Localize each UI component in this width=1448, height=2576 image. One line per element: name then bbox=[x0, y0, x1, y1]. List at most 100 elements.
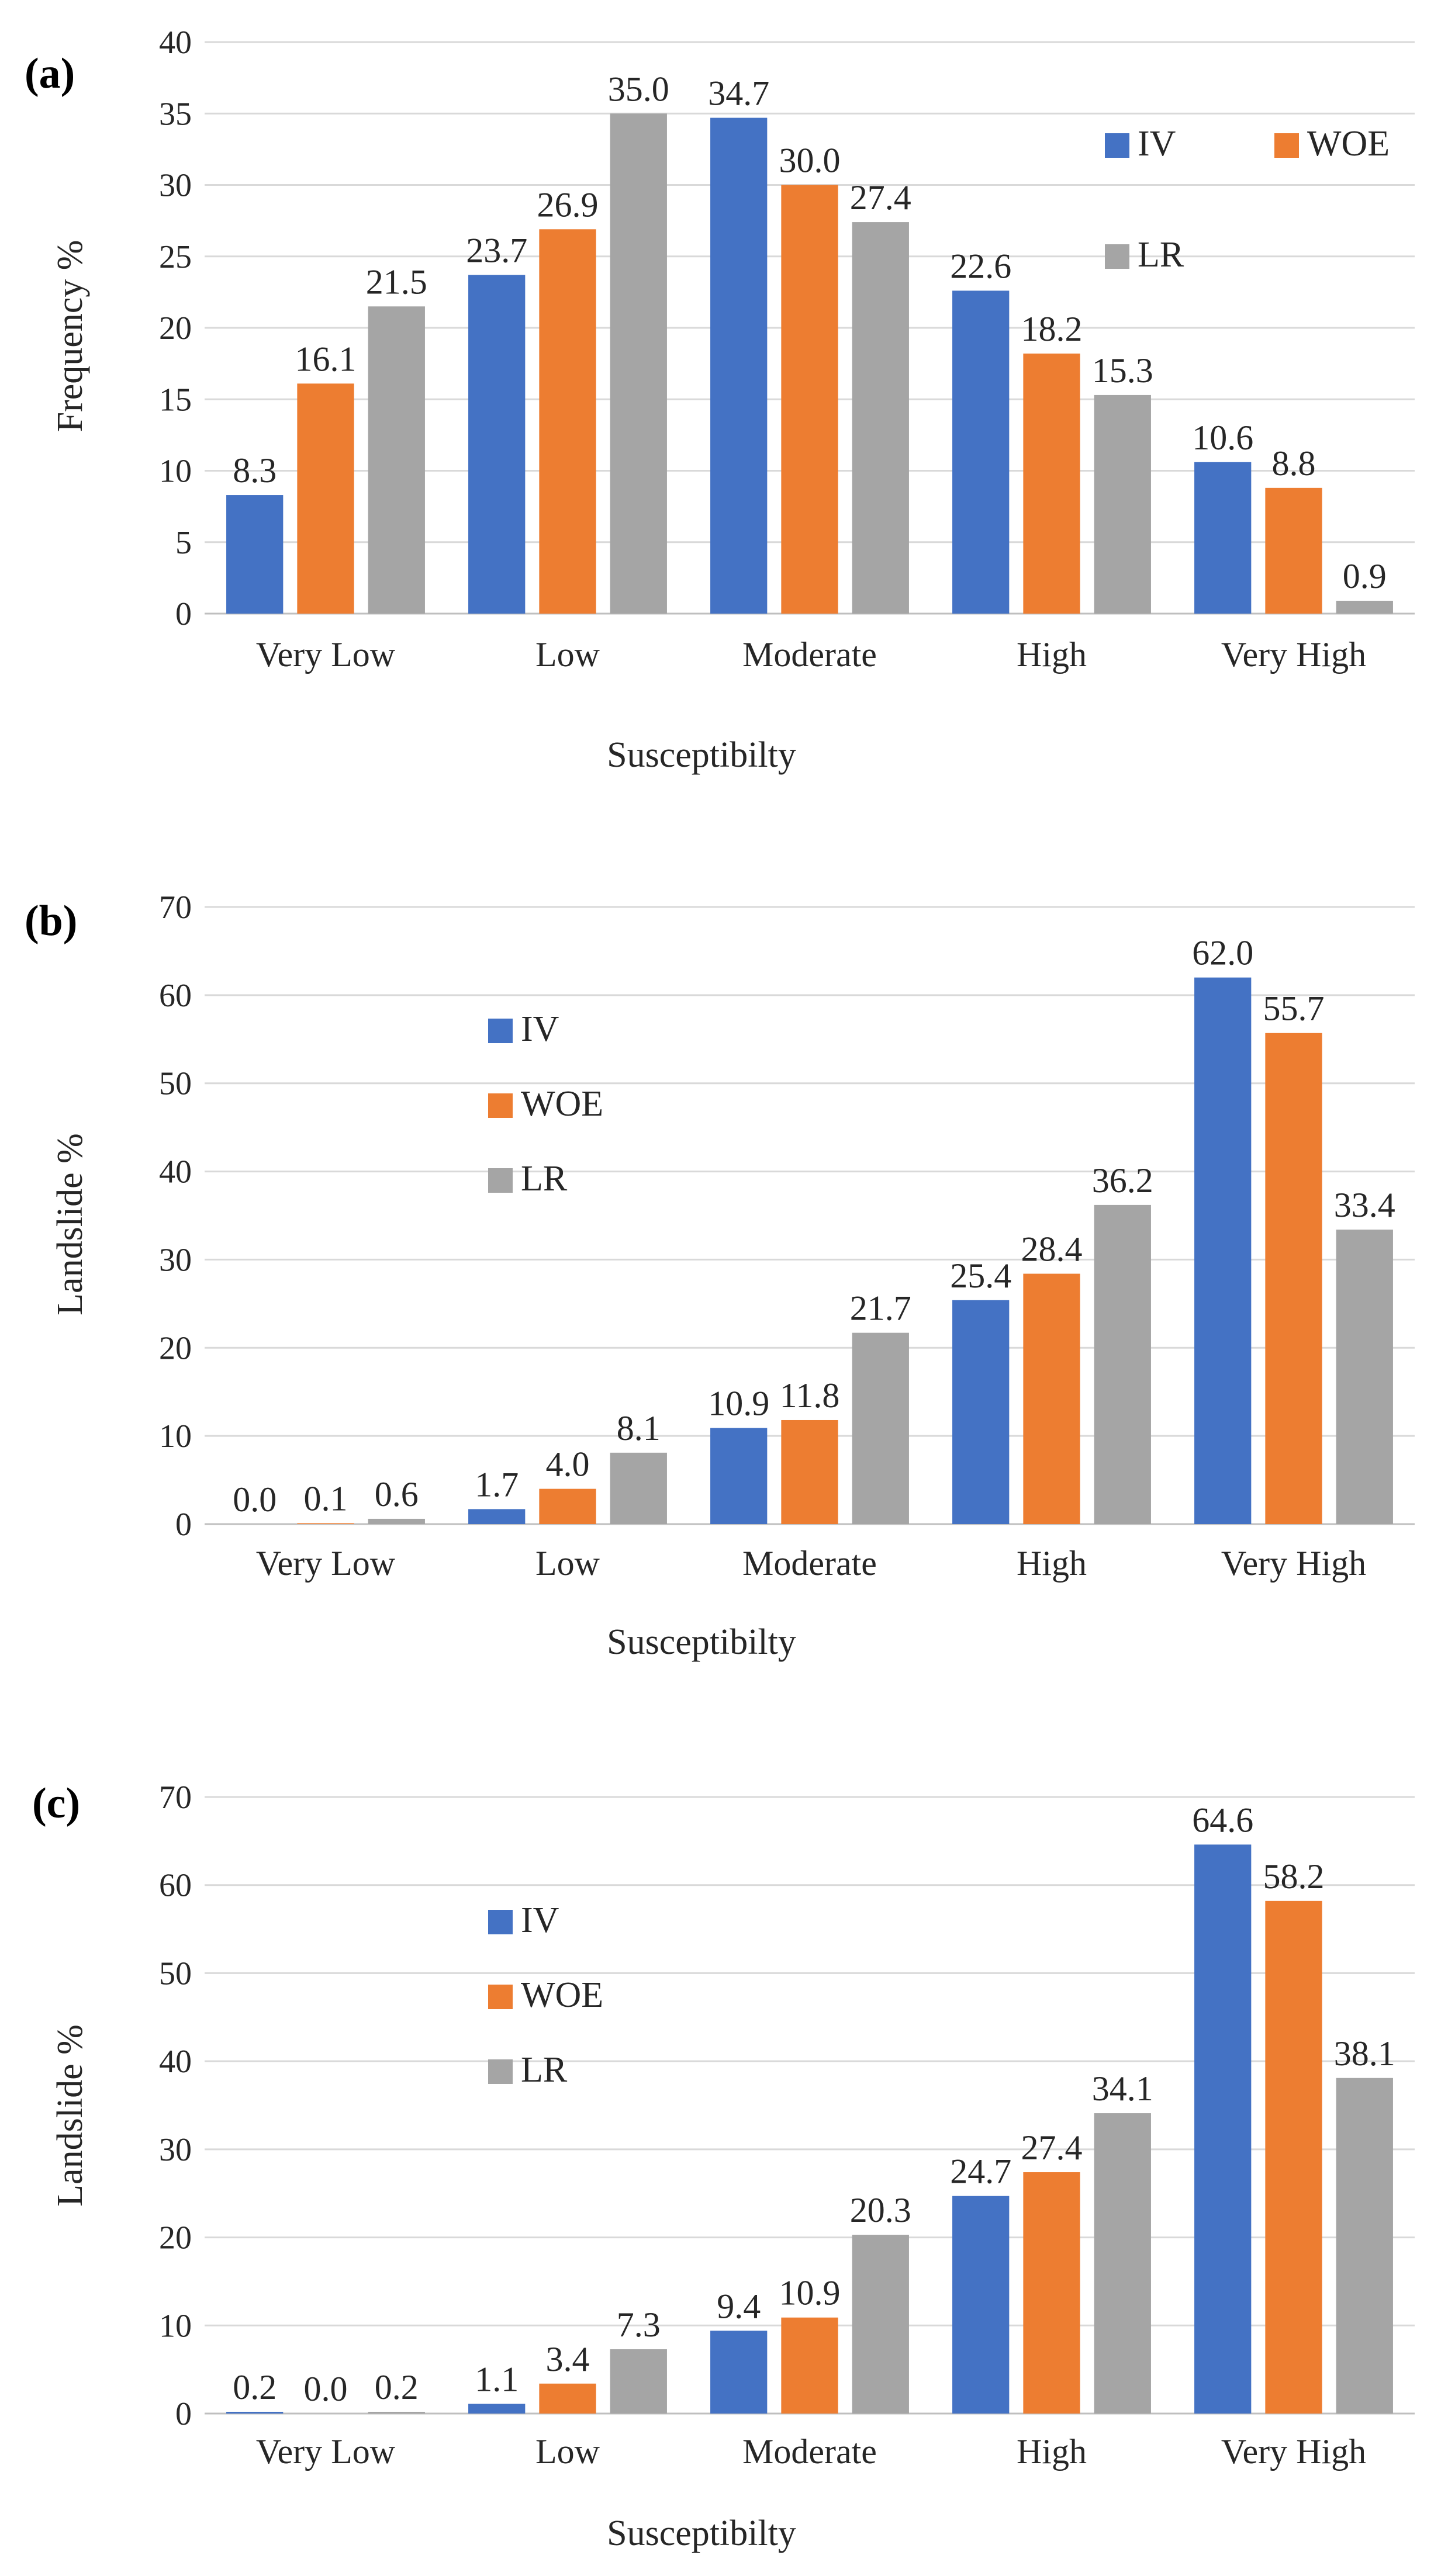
category-label: Very High bbox=[1221, 2432, 1366, 2471]
category-label: Moderate bbox=[742, 2432, 877, 2471]
bar-woe-very-low bbox=[297, 1523, 354, 1524]
x-axis-title: Susceptibilty bbox=[607, 1622, 796, 1662]
y-axis-title: Landslide % bbox=[50, 1133, 90, 1315]
y-tick-label: 20 bbox=[159, 2220, 192, 2256]
legend-swatch-lr bbox=[488, 1168, 513, 1193]
data-label-woe-very-high: 58.2 bbox=[1263, 1857, 1325, 1896]
y-axis-title: Landslide % bbox=[50, 2024, 90, 2207]
bar-iv-very-high bbox=[1194, 1844, 1252, 2414]
bar-woe-very-low bbox=[297, 383, 354, 614]
y-tick-label: 0 bbox=[175, 596, 192, 632]
bar-iv-very-low bbox=[226, 2411, 284, 2414]
y-tick-label: 15 bbox=[159, 382, 192, 418]
legend-label-iv: IV bbox=[1138, 124, 1176, 164]
y-tick-label: 0 bbox=[175, 1507, 192, 1543]
legend-swatch-iv bbox=[1105, 133, 1129, 158]
category-label: Very Low bbox=[256, 1544, 396, 1583]
data-label-lr-high: 15.3 bbox=[1092, 351, 1153, 390]
panel-label: (b) bbox=[25, 897, 77, 945]
bar-woe-moderate bbox=[781, 185, 838, 614]
data-label-woe-high: 28.4 bbox=[1021, 1230, 1083, 1269]
bar-lr-very-low bbox=[368, 1518, 425, 1524]
y-tick-label: 40 bbox=[159, 25, 192, 61]
bar-iv-moderate bbox=[710, 117, 768, 614]
category-label: High bbox=[1017, 1544, 1087, 1583]
data-label-iv-moderate: 9.4 bbox=[717, 2287, 761, 2325]
data-label-woe-high: 27.4 bbox=[1021, 2128, 1083, 2167]
bar-iv-very-high bbox=[1194, 462, 1252, 614]
data-label-woe-high: 18.2 bbox=[1021, 310, 1083, 348]
legend-swatch-woe bbox=[488, 1985, 513, 2009]
y-axis-title: Frequency % bbox=[50, 240, 90, 432]
legend: IV WOE LR bbox=[488, 1900, 603, 2090]
bar-lr-low bbox=[610, 2349, 667, 2414]
category-label: Low bbox=[535, 1544, 600, 1583]
legend-label-lr: LR bbox=[1138, 235, 1184, 275]
y-tick-label: 40 bbox=[159, 1154, 192, 1190]
data-label-iv-high: 24.7 bbox=[950, 2152, 1011, 2191]
data-label-woe-very-low: 0.1 bbox=[304, 1479, 348, 1518]
y-tick-label: 10 bbox=[159, 453, 192, 490]
bar-iv-low bbox=[468, 1509, 526, 1524]
data-label-lr-low: 7.3 bbox=[617, 2305, 661, 2344]
bar-lr-high bbox=[1094, 394, 1151, 614]
data-label-iv-high: 25.4 bbox=[950, 1256, 1011, 1295]
legend-swatch-woe bbox=[488, 1093, 513, 1118]
bar-iv-high bbox=[952, 1300, 1010, 1524]
y-tick-label: 30 bbox=[159, 2132, 192, 2168]
bar-lr-very-high bbox=[1336, 1230, 1393, 1524]
data-label-woe-very-high: 55.7 bbox=[1263, 989, 1325, 1028]
bar-woe-very-high bbox=[1265, 1033, 1322, 1524]
legend-label-lr: LR bbox=[521, 1159, 568, 1199]
y-tick-label: 20 bbox=[159, 1330, 192, 1366]
y-tick-label: 10 bbox=[159, 1418, 192, 1455]
bar-woe-moderate bbox=[781, 1419, 838, 1524]
bar-lr-moderate bbox=[852, 222, 909, 614]
bar-lr-high bbox=[1094, 1204, 1151, 1524]
legend-label-iv: IV bbox=[521, 1009, 559, 1049]
y-tick-label: 40 bbox=[159, 2044, 192, 2080]
data-label-iv-high: 22.6 bbox=[950, 247, 1011, 285]
x-axis-title: Susceptibilty bbox=[607, 735, 796, 775]
bar-iv-moderate bbox=[710, 1428, 768, 1524]
legend-swatch-woe bbox=[1274, 133, 1299, 158]
x-axis-title: Susceptibilty bbox=[607, 2513, 796, 2553]
data-label-woe-moderate: 30.0 bbox=[779, 141, 841, 180]
legend: IV WOE LR bbox=[1105, 124, 1390, 275]
y-tick-label: 50 bbox=[159, 1955, 192, 1992]
data-label-woe-moderate: 10.9 bbox=[779, 2274, 841, 2312]
legend-label-woe: WOE bbox=[521, 1084, 603, 1124]
data-label-lr-low: 8.1 bbox=[617, 1409, 661, 1448]
category-label: Very Low bbox=[256, 2432, 396, 2471]
y-tick-label: 50 bbox=[159, 1066, 192, 1102]
legend-label-lr: LR bbox=[521, 2050, 568, 2090]
panel-label: (a) bbox=[25, 50, 75, 98]
legend: IV WOE LR bbox=[488, 1009, 603, 1199]
bar-iv-moderate bbox=[710, 2331, 768, 2414]
bar-iv-low bbox=[468, 275, 526, 614]
y-tick-label: 30 bbox=[159, 1242, 192, 1278]
data-label-lr-low: 35.0 bbox=[608, 70, 669, 108]
data-label-iv-very-high: 62.0 bbox=[1192, 934, 1253, 972]
data-label-lr-very-high: 0.9 bbox=[1343, 557, 1387, 595]
legend-label-woe: WOE bbox=[1307, 124, 1390, 164]
legend-swatch-lr bbox=[488, 2059, 513, 2084]
legend-swatch-iv bbox=[488, 1019, 513, 1043]
legend-label-woe: WOE bbox=[521, 1975, 603, 2015]
data-label-lr-very-high: 33.4 bbox=[1334, 1186, 1395, 1224]
category-label: High bbox=[1017, 635, 1087, 674]
bar-woe-low bbox=[539, 2383, 596, 2414]
data-label-woe-moderate: 11.8 bbox=[780, 1376, 840, 1415]
category-label: Very Low bbox=[256, 635, 396, 674]
data-label-iv-moderate: 10.9 bbox=[708, 1384, 769, 1423]
chart-panel-b: (b) Landslide % Susceptibilty 0 10 20 30 40 5… bbox=[25, 889, 1415, 1662]
y-tick-label: 10 bbox=[159, 2308, 192, 2344]
bar-lr-very-high bbox=[1336, 600, 1393, 614]
bar-lr-very-low bbox=[368, 306, 425, 614]
category-label: High bbox=[1017, 2432, 1087, 2471]
bar-woe-low bbox=[539, 229, 596, 614]
y-tick-label: 60 bbox=[159, 1868, 192, 1904]
data-label-lr-very-low: 0.6 bbox=[375, 1475, 419, 1514]
data-label-woe-low: 26.9 bbox=[537, 185, 599, 224]
bar-lr-very-high bbox=[1336, 2078, 1393, 2414]
